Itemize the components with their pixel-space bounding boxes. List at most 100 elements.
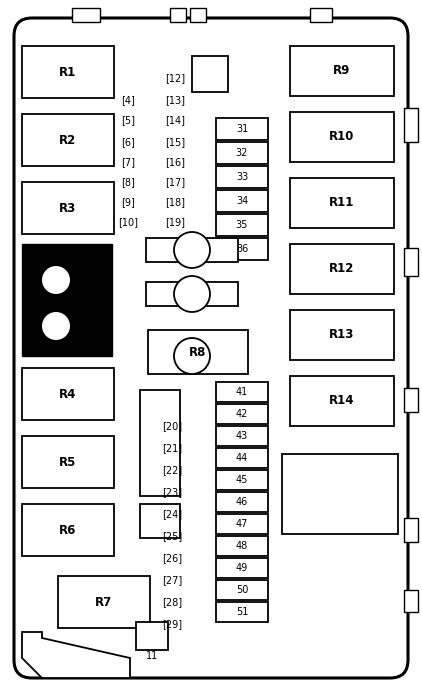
Text: [12]: [12] [165,73,185,83]
Bar [192,56,228,92]
Text: [22]: [22] [162,465,182,475]
Text: [10]: [10] [118,217,138,227]
Text: [5]: [5] [121,115,135,125]
Bar [290,112,394,162]
Text: [29]: [29] [162,619,182,629]
Text: 42: 42 [236,409,248,419]
Text: [23]: [23] [162,487,182,497]
Circle shape [42,312,70,340]
Bar [282,454,398,534]
Text: R10: R10 [329,130,354,144]
Bar [290,46,394,96]
Text: 51: 51 [236,607,248,617]
Bar [216,238,268,260]
Text: R13: R13 [329,328,354,342]
Bar [58,576,150,628]
Text: [13]: [13] [165,95,185,105]
Text: R2: R2 [60,134,77,146]
Bar [216,448,268,468]
Bar [190,8,206,22]
Bar [22,46,114,98]
Text: R5: R5 [60,456,77,468]
Text: 31: 31 [236,124,248,134]
Text: 33: 33 [236,172,248,182]
Bar [22,244,112,356]
Text: [6]: [6] [121,137,135,147]
Text: [25]: [25] [162,531,182,541]
Bar [140,504,180,538]
Text: [27]: [27] [162,575,182,585]
Text: [26]: [26] [162,553,182,563]
Text: [24]: [24] [162,509,182,519]
Polygon shape [22,632,130,678]
Text: [15]: [15] [165,137,185,147]
Bar [216,142,268,164]
Text: 45: 45 [236,475,248,485]
Text: 32: 32 [236,148,248,158]
Bar [404,388,418,412]
Bar [22,436,114,488]
Bar [136,622,168,650]
Text: R3: R3 [60,201,77,215]
Bar [148,330,248,374]
Bar [216,514,268,534]
Text: 41: 41 [236,387,248,397]
Text: 36: 36 [236,244,248,254]
Text: [28]: [28] [162,597,182,607]
Circle shape [174,338,210,374]
Text: R9: R9 [333,65,351,77]
Text: [7]: [7] [121,157,135,167]
Text: 43: 43 [236,431,248,441]
Bar [216,382,268,402]
Text: [8]: [8] [121,177,135,187]
Text: 49: 49 [236,563,248,573]
Text: R4: R4 [60,388,77,401]
Text: [9]: [9] [121,197,135,207]
Bar [170,8,186,22]
Bar [404,108,418,142]
Bar [216,492,268,512]
Bar [22,504,114,556]
FancyBboxPatch shape [14,18,408,678]
Bar [22,114,114,166]
Text: 44: 44 [236,453,248,463]
Bar [310,8,332,22]
Text: R12: R12 [329,263,354,275]
Text: [20]: [20] [162,421,182,431]
Circle shape [174,276,210,312]
Bar [290,310,394,360]
Bar [290,244,394,294]
Text: [4]: [4] [121,95,135,105]
Text: R11: R11 [329,197,354,210]
Bar [404,518,418,542]
Text: 11: 11 [146,651,158,661]
Text: 48: 48 [236,541,248,551]
Bar [146,282,238,306]
Bar [216,470,268,490]
Bar [290,178,394,228]
Bar [146,238,238,262]
Text: R1: R1 [60,66,77,79]
Bar [404,590,418,612]
Text: 47: 47 [236,519,248,529]
Text: [18]: [18] [165,197,185,207]
Bar [22,368,114,420]
Text: 46: 46 [236,497,248,507]
Bar [216,404,268,424]
Text: R6: R6 [60,523,77,537]
Bar [216,190,268,212]
Text: [17]: [17] [165,177,185,187]
Bar [72,8,100,22]
Text: R7: R7 [95,595,113,608]
Text: R14: R14 [329,395,355,408]
Circle shape [42,266,70,294]
Bar [216,536,268,556]
Bar [216,558,268,578]
Bar [216,214,268,236]
Bar [216,426,268,446]
Text: [14]: [14] [165,115,185,125]
Bar [216,602,268,622]
Bar [216,580,268,600]
Bar [22,182,114,234]
Bar [404,248,418,276]
